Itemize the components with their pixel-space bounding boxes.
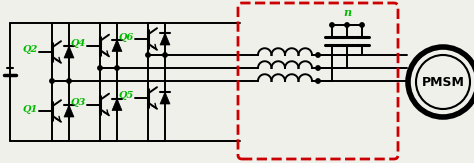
Circle shape	[146, 53, 150, 57]
Circle shape	[316, 53, 320, 57]
Text: Q6: Q6	[118, 32, 134, 42]
Circle shape	[360, 23, 364, 27]
Polygon shape	[112, 98, 122, 111]
Text: Q1: Q1	[22, 104, 37, 113]
Text: Q3: Q3	[70, 98, 86, 107]
Circle shape	[115, 66, 119, 70]
Text: Q5: Q5	[118, 91, 134, 101]
Polygon shape	[160, 92, 170, 104]
Text: Q4: Q4	[70, 39, 86, 48]
Circle shape	[98, 66, 102, 70]
Circle shape	[163, 53, 167, 57]
Polygon shape	[112, 39, 122, 52]
Circle shape	[50, 79, 54, 83]
Circle shape	[330, 23, 334, 27]
Polygon shape	[64, 46, 74, 58]
Circle shape	[345, 23, 349, 27]
Circle shape	[67, 79, 71, 83]
Polygon shape	[160, 33, 170, 45]
Circle shape	[416, 55, 470, 109]
Circle shape	[316, 66, 320, 70]
Text: PMSM: PMSM	[421, 75, 465, 89]
Text: n: n	[343, 7, 351, 18]
Text: Q2: Q2	[22, 45, 37, 54]
Circle shape	[316, 79, 320, 83]
Polygon shape	[64, 105, 74, 117]
